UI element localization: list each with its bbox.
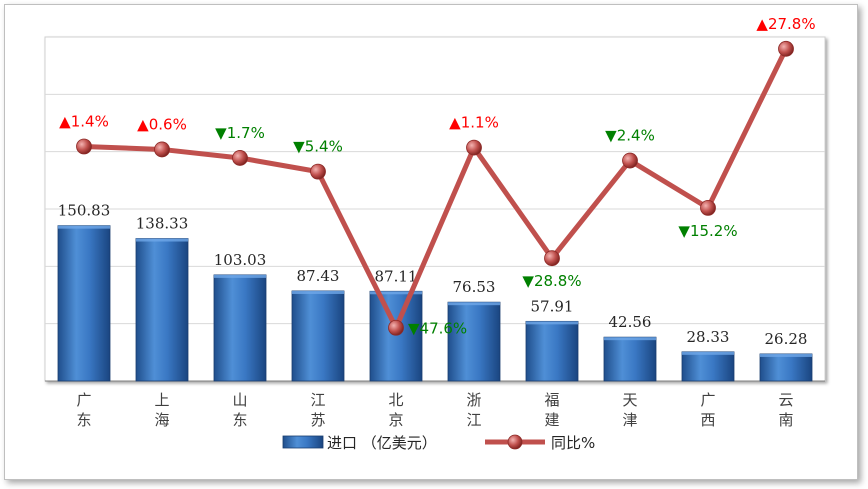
bar-value-label: 76.53 bbox=[453, 278, 496, 296]
bar-value-label: 87.11 bbox=[375, 267, 418, 285]
yoy-point-江苏 bbox=[310, 163, 326, 180]
bar-top-highlight bbox=[292, 290, 344, 294]
bar-top-highlight bbox=[370, 291, 422, 295]
yoy-value-label: ▲0.6% bbox=[137, 115, 187, 133]
bar-value-label: 57.91 bbox=[531, 297, 574, 315]
bar-浙江 bbox=[447, 301, 501, 382]
legend: 进口 （亿美元） 同比% bbox=[282, 434, 595, 452]
bar-value-labels: 150.83 138.33 103.03 87.43 87.11 76.53 57.91 42… bbox=[58, 202, 808, 348]
yoy-point-云南 bbox=[778, 40, 794, 57]
bar-北京 bbox=[369, 290, 423, 382]
bar-天津 bbox=[603, 336, 657, 382]
x-tick-label: 北京 bbox=[388, 391, 403, 429]
legend-line-label: 同比% bbox=[551, 434, 595, 452]
bar-value-label: 103.03 bbox=[214, 251, 267, 269]
yoy-value-label: ▼28.8% bbox=[522, 272, 581, 290]
x-axis-labels: 广东 上海 山东 江苏 北京 浙江 福建 天津 广西 云南 bbox=[76, 391, 793, 429]
x-tick-label: 上海 bbox=[154, 391, 169, 429]
line-series bbox=[76, 40, 794, 336]
yoy-point-天津 bbox=[622, 152, 638, 169]
line-value-labels: ▲1.4% ▲0.6% ▼1.7% ▼5.4% ▼47.6% ▲1.1% ▼28.8% ▼2.… bbox=[59, 15, 815, 338]
x-tick-label: 天津 bbox=[622, 391, 637, 429]
bar-广东 bbox=[57, 225, 111, 382]
x-tick-label: 福建 bbox=[544, 391, 559, 429]
bar-top-highlight bbox=[58, 225, 110, 229]
bar-value-label: 150.83 bbox=[58, 202, 111, 220]
yoy-value-label: ▼47.6% bbox=[408, 320, 467, 338]
bar-云南 bbox=[759, 353, 813, 382]
yoy-point-山东 bbox=[232, 150, 248, 166]
bar-value-label: 138.33 bbox=[136, 215, 189, 233]
yoy-point-福建 bbox=[544, 250, 560, 267]
bar-山东 bbox=[213, 274, 267, 382]
x-tick-label: 江苏 bbox=[310, 391, 325, 429]
yoy-value-label: ▲1.4% bbox=[59, 112, 109, 130]
x-tick-label: 广东 bbox=[76, 391, 91, 429]
yoy-value-label: ▼15.2% bbox=[678, 222, 737, 240]
x-tick-label: 广西 bbox=[700, 391, 715, 429]
bar-top-highlight bbox=[604, 337, 656, 341]
bar-广西 bbox=[681, 351, 735, 382]
yoy-value-label: ▼2.4% bbox=[605, 127, 655, 145]
yoy-point-广西 bbox=[700, 199, 716, 216]
yoy-value-label: ▲27.8% bbox=[756, 15, 815, 33]
yoy-line bbox=[83, 47, 789, 331]
bar-福建 bbox=[525, 320, 579, 382]
bar-上海 bbox=[135, 238, 189, 382]
bar-value-label: 26.28 bbox=[765, 330, 808, 348]
legend-bar-swatch bbox=[282, 435, 324, 449]
bar-value-label: 28.33 bbox=[687, 328, 730, 346]
bar-top-highlight bbox=[526, 321, 578, 325]
legend-bar-label: 进口 （亿美元） bbox=[327, 434, 437, 452]
bar-value-label: 87.43 bbox=[297, 267, 340, 285]
x-tick-label: 浙江 bbox=[466, 391, 481, 429]
chart-frame: 150.83 138.33 103.03 87.43 87.11 76.53 57.91 42… bbox=[4, 4, 858, 480]
yoy-value-label: ▼5.4% bbox=[293, 138, 343, 156]
bar-top-highlight bbox=[214, 274, 266, 278]
yoy-point-浙江 bbox=[466, 139, 482, 156]
yoy-value-label: ▲1.1% bbox=[449, 114, 499, 132]
x-tick-label: 云南 bbox=[778, 391, 793, 429]
bar-top-highlight bbox=[760, 353, 812, 357]
bar-top-highlight bbox=[682, 351, 734, 355]
bar-江苏 bbox=[291, 290, 345, 382]
yoy-value-label: ▼1.7% bbox=[215, 124, 265, 142]
bar-top-highlight bbox=[448, 302, 500, 306]
yoy-point-广东 bbox=[76, 138, 92, 155]
legend-line-marker bbox=[507, 434, 523, 450]
x-tick-label: 山东 bbox=[232, 391, 247, 429]
combo-chart: 150.83 138.33 103.03 87.43 87.11 76.53 57.91 42… bbox=[44, 15, 826, 452]
yoy-point-北京 bbox=[388, 319, 404, 336]
yoy-point-上海 bbox=[154, 141, 170, 158]
bar-series bbox=[57, 225, 813, 382]
bar-value-label: 42.56 bbox=[609, 313, 652, 331]
bar-top-highlight bbox=[136, 238, 188, 242]
